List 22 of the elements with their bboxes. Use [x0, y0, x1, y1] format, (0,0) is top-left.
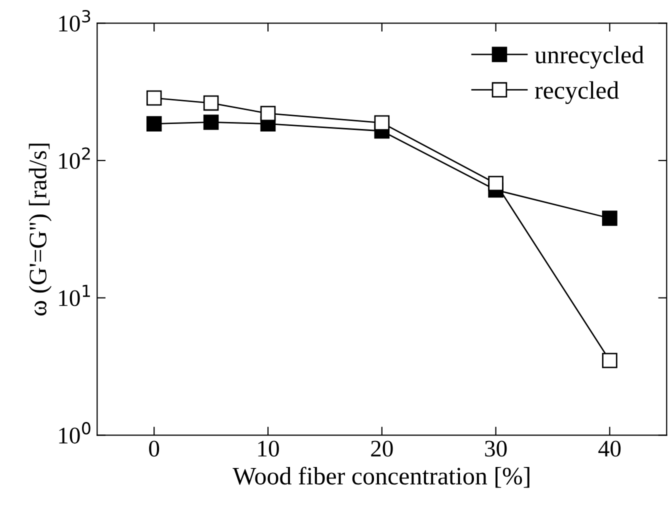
x-tick-label: 0 [149, 440, 160, 457]
y-tick-label: 10$^{1}$ [59, 284, 90, 306]
y-axis-title: ω (G'=G'') [rad/s] [28, 144, 52, 316]
x-tick-label: 10 [258, 440, 279, 457]
point [146, 90, 162, 106]
y-tick-label: 10$^{3}$ [59, 10, 90, 32]
point [374, 115, 390, 130]
y-tick-label: 10$^{2}$ [59, 147, 90, 169]
point [203, 114, 219, 130]
point [488, 176, 504, 192]
x-tick-label: 30 [485, 440, 507, 457]
x-axis-title: Wood fiber concentration [%] [232, 466, 530, 488]
point [203, 95, 219, 111]
x-tick-label: 40 [598, 440, 621, 457]
y-tick-label: 10$^{0}$ [59, 422, 90, 444]
point [146, 116, 162, 132]
point [602, 352, 618, 368]
x-tick-label: 20 [371, 440, 393, 457]
legend-label: recycled [534, 81, 619, 104]
point [260, 106, 276, 122]
point [602, 210, 618, 226]
legend-label: unrecycled [534, 46, 644, 69]
